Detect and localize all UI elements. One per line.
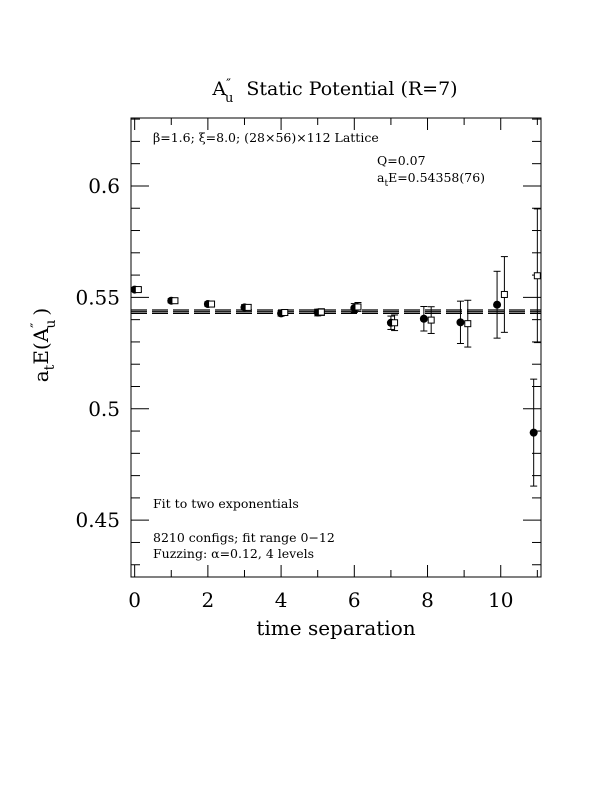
plot-frame xyxy=(130,117,542,578)
y-tick-label: 0.6 xyxy=(88,174,120,198)
configs-annotation: 8210 configs; fit range 0−12 xyxy=(153,530,335,545)
data-point-circle xyxy=(493,300,502,309)
title-sub: u xyxy=(225,91,233,106)
data-marks xyxy=(130,208,541,487)
ylabel-prime: ″ xyxy=(29,323,45,328)
data-point-square xyxy=(317,308,325,316)
ylabel-sub: t xyxy=(42,364,58,370)
data-point-square xyxy=(533,272,541,280)
x-axis-label: time separation xyxy=(256,616,415,640)
ylabel-close: ) xyxy=(29,308,53,316)
fit-band xyxy=(131,309,541,314)
fit-annotation: Fit to two exponentials xyxy=(153,496,299,511)
data-point-circle xyxy=(419,314,428,323)
data-point-square xyxy=(500,290,508,298)
data-point-square xyxy=(281,309,289,317)
energy-annotation: atE=0.54358(76) xyxy=(377,170,485,189)
y-axis-label: atE(A″u) xyxy=(29,308,59,383)
data-point-square xyxy=(171,297,179,305)
data-point-square xyxy=(464,320,472,328)
ylabel-sub2: u xyxy=(43,320,59,329)
q-annotation: Q=0.07 xyxy=(377,153,426,168)
y-tick-label: 0.5 xyxy=(88,397,120,421)
data-point-square xyxy=(391,319,399,327)
y-tick-label: 0.45 xyxy=(75,508,120,532)
ylabel-rest: E(A xyxy=(29,327,53,364)
lattice-annotation: β=1.6; ξ=8.0; (28×56)×112 Lattice xyxy=(153,130,379,145)
ylabel-main: a xyxy=(29,370,53,382)
title-main: A xyxy=(211,78,226,100)
data-point-square xyxy=(427,316,435,324)
axis-ticks: 0 2 4 6 8 10 0.45 0.5 0.55 0.6 xyxy=(75,118,541,612)
x-tick-label: 0 xyxy=(128,588,141,612)
title-prime: ″ xyxy=(226,77,231,92)
energy-sub: t xyxy=(384,179,388,189)
data-point-square xyxy=(134,286,142,294)
chart-title: A″ u Static Potential (R=7) xyxy=(211,77,457,106)
data-point-square xyxy=(354,303,362,311)
data-point-circle xyxy=(456,318,465,327)
data-point-square xyxy=(208,300,216,308)
energy-main: a xyxy=(377,170,385,185)
x-tick-label: 6 xyxy=(348,588,361,612)
fuzzing-annotation: Fuzzing: α=0.12, 4 levels xyxy=(153,546,314,561)
data-point-square xyxy=(244,303,252,311)
x-tick-label: 8 xyxy=(421,588,434,612)
data-point-circle xyxy=(529,428,538,437)
x-tick-label: 10 xyxy=(488,588,513,612)
energy-rest: E=0.54358(76) xyxy=(388,170,485,185)
y-tick-label: 0.55 xyxy=(75,285,120,309)
x-tick-label: 4 xyxy=(275,588,288,612)
title-rest: Static Potential (R=7) xyxy=(246,78,457,100)
x-tick-label: 2 xyxy=(202,588,215,612)
